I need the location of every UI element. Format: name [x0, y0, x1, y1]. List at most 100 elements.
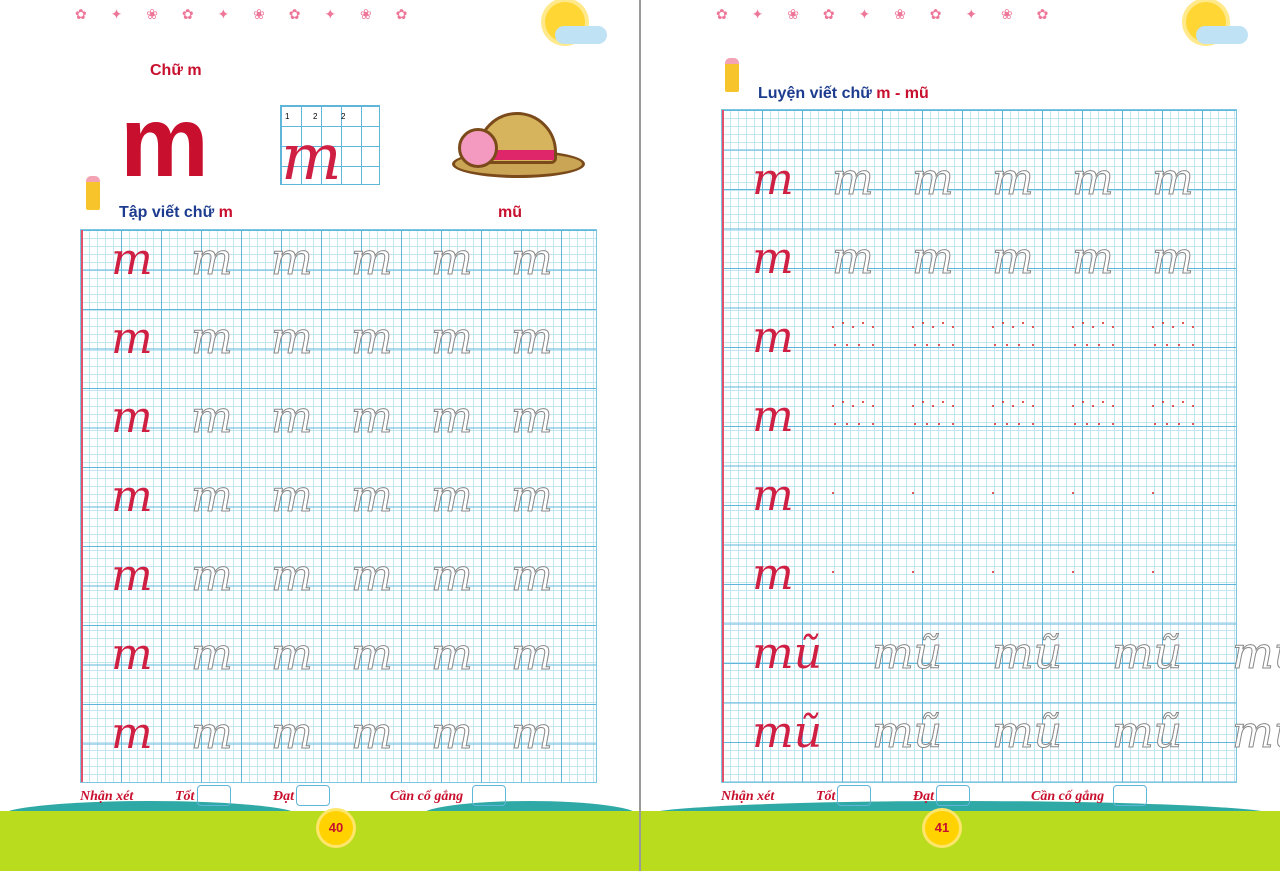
guide-dot [1178, 423, 1180, 425]
traced-letter: m [431, 708, 474, 759]
sample-letter: m [111, 313, 153, 364]
sample-letter: m [111, 234, 153, 285]
pass-checkbox[interactable] [296, 785, 330, 806]
guide-dot [938, 423, 940, 425]
guide-dot [1072, 326, 1074, 328]
guide-dot [992, 405, 994, 407]
traced-letter: m [191, 629, 234, 680]
guide-dot [952, 405, 954, 407]
guide-dot [1032, 423, 1034, 425]
big-letter: m [120, 86, 209, 198]
section-title-text: Tập viết chữ [119, 204, 219, 221]
practice-row: m [722, 391, 1236, 442]
guide-dot [832, 405, 834, 407]
guide-dot [1018, 344, 1020, 346]
start-dot [1072, 492, 1074, 494]
guide-dot [1172, 326, 1174, 328]
guide-dot [1192, 326, 1194, 328]
sample-letter: m [111, 708, 153, 759]
good-checkbox[interactable] [197, 785, 231, 806]
traced-letter: m [191, 550, 234, 601]
guide-dot [1006, 344, 1008, 346]
stroke-step: 2 [313, 112, 318, 121]
guide-dot [1022, 322, 1024, 324]
try-harder-checkbox[interactable] [472, 785, 506, 806]
birds-decoration: ✿ ✦ ❀ ✿ ✦ ❀ ✿ ✦ ❀ ✿ [75, 6, 418, 22]
guide-dot [1152, 405, 1154, 407]
section-title-text: Luyện viết chữ [758, 85, 877, 102]
guide-dot [1086, 344, 1088, 346]
traced-letter: mũ [871, 628, 943, 679]
guide-dot [992, 326, 994, 328]
guide-dot [846, 344, 848, 346]
good-checkbox[interactable] [837, 785, 871, 806]
guide-dot [932, 326, 934, 328]
section-title: Luyện viết chữ m - mũ [758, 85, 929, 103]
guide-dot [922, 322, 924, 324]
traced-letter: m [271, 392, 314, 443]
book-spine [639, 0, 641, 871]
guide-dot [1092, 326, 1094, 328]
guide-dot [852, 405, 854, 407]
try-harder-label: Cần cố gắng [390, 789, 464, 804]
guide-dot [1178, 344, 1180, 346]
section-title-letter: m - mũ [876, 85, 929, 102]
section-title-letter: m [218, 204, 233, 221]
cloud-icon [1196, 26, 1248, 44]
traced-letter: m [431, 471, 474, 522]
comment-label: Nhận xét [721, 789, 775, 804]
pass-checkbox[interactable] [936, 785, 970, 806]
pencil-mascot-icon [725, 58, 739, 92]
try-harder-checkbox[interactable] [1113, 785, 1147, 806]
guide-dot [926, 423, 928, 425]
traced-letter: m [351, 392, 394, 443]
traced-letter: m [351, 629, 394, 680]
traced-letter: m [511, 471, 554, 522]
guide-dot [858, 423, 860, 425]
traced-letter: m [912, 233, 955, 284]
guide-dot [846, 423, 848, 425]
practice-row: m [722, 474, 1236, 518]
start-dot [1072, 571, 1074, 573]
traced-letter: mũ [1111, 628, 1183, 679]
guide-dot [1166, 423, 1168, 425]
traced-letter: m [1152, 154, 1195, 205]
traced-letter: m [191, 234, 234, 285]
traced-letter: m [271, 629, 314, 680]
traced-letter: m [351, 234, 394, 285]
guide-dot [1112, 326, 1114, 328]
guide-dot [942, 401, 944, 403]
start-dot [992, 492, 994, 494]
traced-letter: m [351, 550, 394, 601]
guide-dot [912, 405, 914, 407]
guide-dot [1082, 401, 1084, 403]
traced-letter: m [832, 154, 875, 205]
traced-letter: m [191, 313, 234, 364]
traced-letter: mũ [991, 707, 1063, 758]
sample-letter: m [752, 233, 794, 284]
stroke-step: 1 [285, 112, 290, 121]
guide-dot [1082, 322, 1084, 324]
guide-dot [914, 423, 916, 425]
sample-letter: mũ [752, 707, 823, 758]
traced-letter: m [511, 313, 554, 364]
traced-letter: m [992, 233, 1035, 284]
landscape-illustration [0, 811, 639, 871]
start-dot [832, 492, 834, 494]
guide-dot [1086, 423, 1088, 425]
guide-dot [834, 344, 836, 346]
sample-letter: m [752, 391, 794, 442]
traced-letter: mũ [991, 628, 1063, 679]
guide-dot [1032, 405, 1034, 407]
traced-letter: mũ [1231, 707, 1280, 758]
guide-dot [938, 344, 940, 346]
stroke-order-guide: m 1 2 2 [280, 105, 380, 190]
sample-letter: m [752, 312, 794, 363]
page-41: ✿ ✦ ❀ ✿ ✦ ❀ ✿ ✦ ❀ ✿ Luyện viết chữ m - m… [641, 0, 1280, 871]
practice-row: mũmũmũmũmũ [722, 628, 1280, 679]
